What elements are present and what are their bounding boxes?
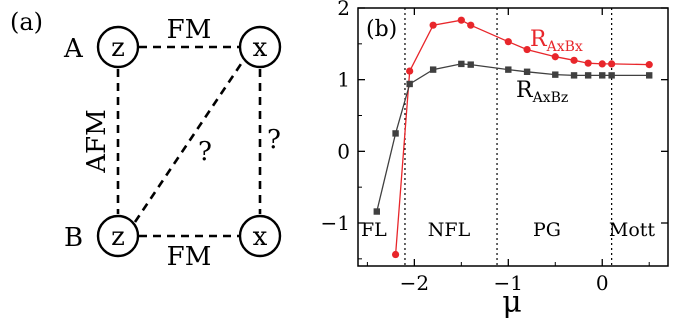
node-b-left: z bbox=[96, 214, 140, 258]
series-label-black: RAxBz bbox=[516, 78, 568, 106]
region-label-pg: PG bbox=[533, 219, 561, 241]
data-point bbox=[570, 56, 578, 64]
bond-diagonal bbox=[133, 60, 245, 223]
svg-text:z: z bbox=[111, 33, 125, 63]
region-label-mott: Mott bbox=[609, 219, 656, 241]
data-point bbox=[523, 45, 531, 54]
data-point bbox=[429, 66, 437, 73]
data-point bbox=[373, 208, 380, 215]
data-point bbox=[458, 60, 465, 68]
data-point bbox=[646, 72, 653, 79]
site-label-a: A bbox=[63, 34, 84, 64]
data-point bbox=[457, 16, 465, 24]
x-axis-label: μ bbox=[502, 285, 522, 320]
data-point bbox=[584, 72, 592, 79]
data-point bbox=[570, 72, 578, 79]
node-a-left: z bbox=[96, 25, 140, 69]
data-point bbox=[608, 72, 615, 79]
data-point bbox=[467, 61, 474, 68]
series-group bbox=[373, 16, 653, 259]
node-a-right: x bbox=[238, 25, 282, 69]
data-point bbox=[608, 60, 616, 68]
panel-b-label: (b) bbox=[366, 17, 397, 42]
edge-label-top: FM bbox=[167, 15, 212, 45]
node-b-right: x bbox=[238, 214, 282, 258]
data-point bbox=[406, 80, 413, 88]
x-tick-label: 0 bbox=[596, 271, 609, 295]
edge-label-right: ? bbox=[267, 125, 281, 155]
data-point bbox=[523, 68, 531, 75]
x-tick-label: −1 bbox=[494, 271, 523, 295]
data-point bbox=[406, 67, 414, 75]
data-point bbox=[391, 250, 400, 259]
data-point bbox=[552, 71, 559, 78]
data-point bbox=[598, 60, 606, 68]
data-point bbox=[429, 21, 437, 29]
axis-ticks: −2 −1 0 −1 0 1 2 bbox=[321, 0, 668, 295]
data-point bbox=[599, 72, 606, 79]
panel-a: (a) z x z x A B FM FM AFM ? ? bbox=[10, 8, 282, 272]
plot-frame bbox=[357, 7, 669, 267]
edge-label-left: AFM bbox=[82, 109, 112, 173]
data-point bbox=[392, 130, 399, 137]
svg-text:z: z bbox=[111, 222, 125, 252]
data-point bbox=[504, 38, 512, 46]
edge-label-diagonal: ? bbox=[198, 137, 212, 167]
svg-text:x: x bbox=[253, 33, 268, 63]
data-point bbox=[505, 66, 512, 73]
region-label-nfl: NFL bbox=[428, 219, 471, 241]
series-line-1 bbox=[376, 63, 650, 212]
data-point bbox=[551, 53, 559, 61]
panel-a-label: (a) bbox=[10, 8, 43, 36]
region-label-fl: FL bbox=[361, 219, 387, 241]
data-point bbox=[584, 59, 592, 67]
series-label-red: RAxBx bbox=[530, 27, 583, 55]
data-point bbox=[467, 21, 475, 29]
data-point bbox=[645, 61, 653, 69]
y-tick-label: 2 bbox=[337, 0, 350, 20]
y-tick-label: 1 bbox=[337, 68, 350, 92]
panel-b: −2 −1 0 −1 0 1 2 (b) FL NFL PG Mott RAxBx RAxB… bbox=[321, 0, 669, 320]
edge-label-bottom: FM bbox=[167, 242, 212, 272]
svg-text:x: x bbox=[253, 222, 268, 252]
site-label-b: B bbox=[64, 223, 83, 253]
region-dividers bbox=[404, 8, 613, 266]
y-tick-label: −1 bbox=[321, 211, 350, 235]
x-tick-label: −2 bbox=[400, 271, 429, 295]
y-tick-label: 0 bbox=[337, 139, 350, 163]
